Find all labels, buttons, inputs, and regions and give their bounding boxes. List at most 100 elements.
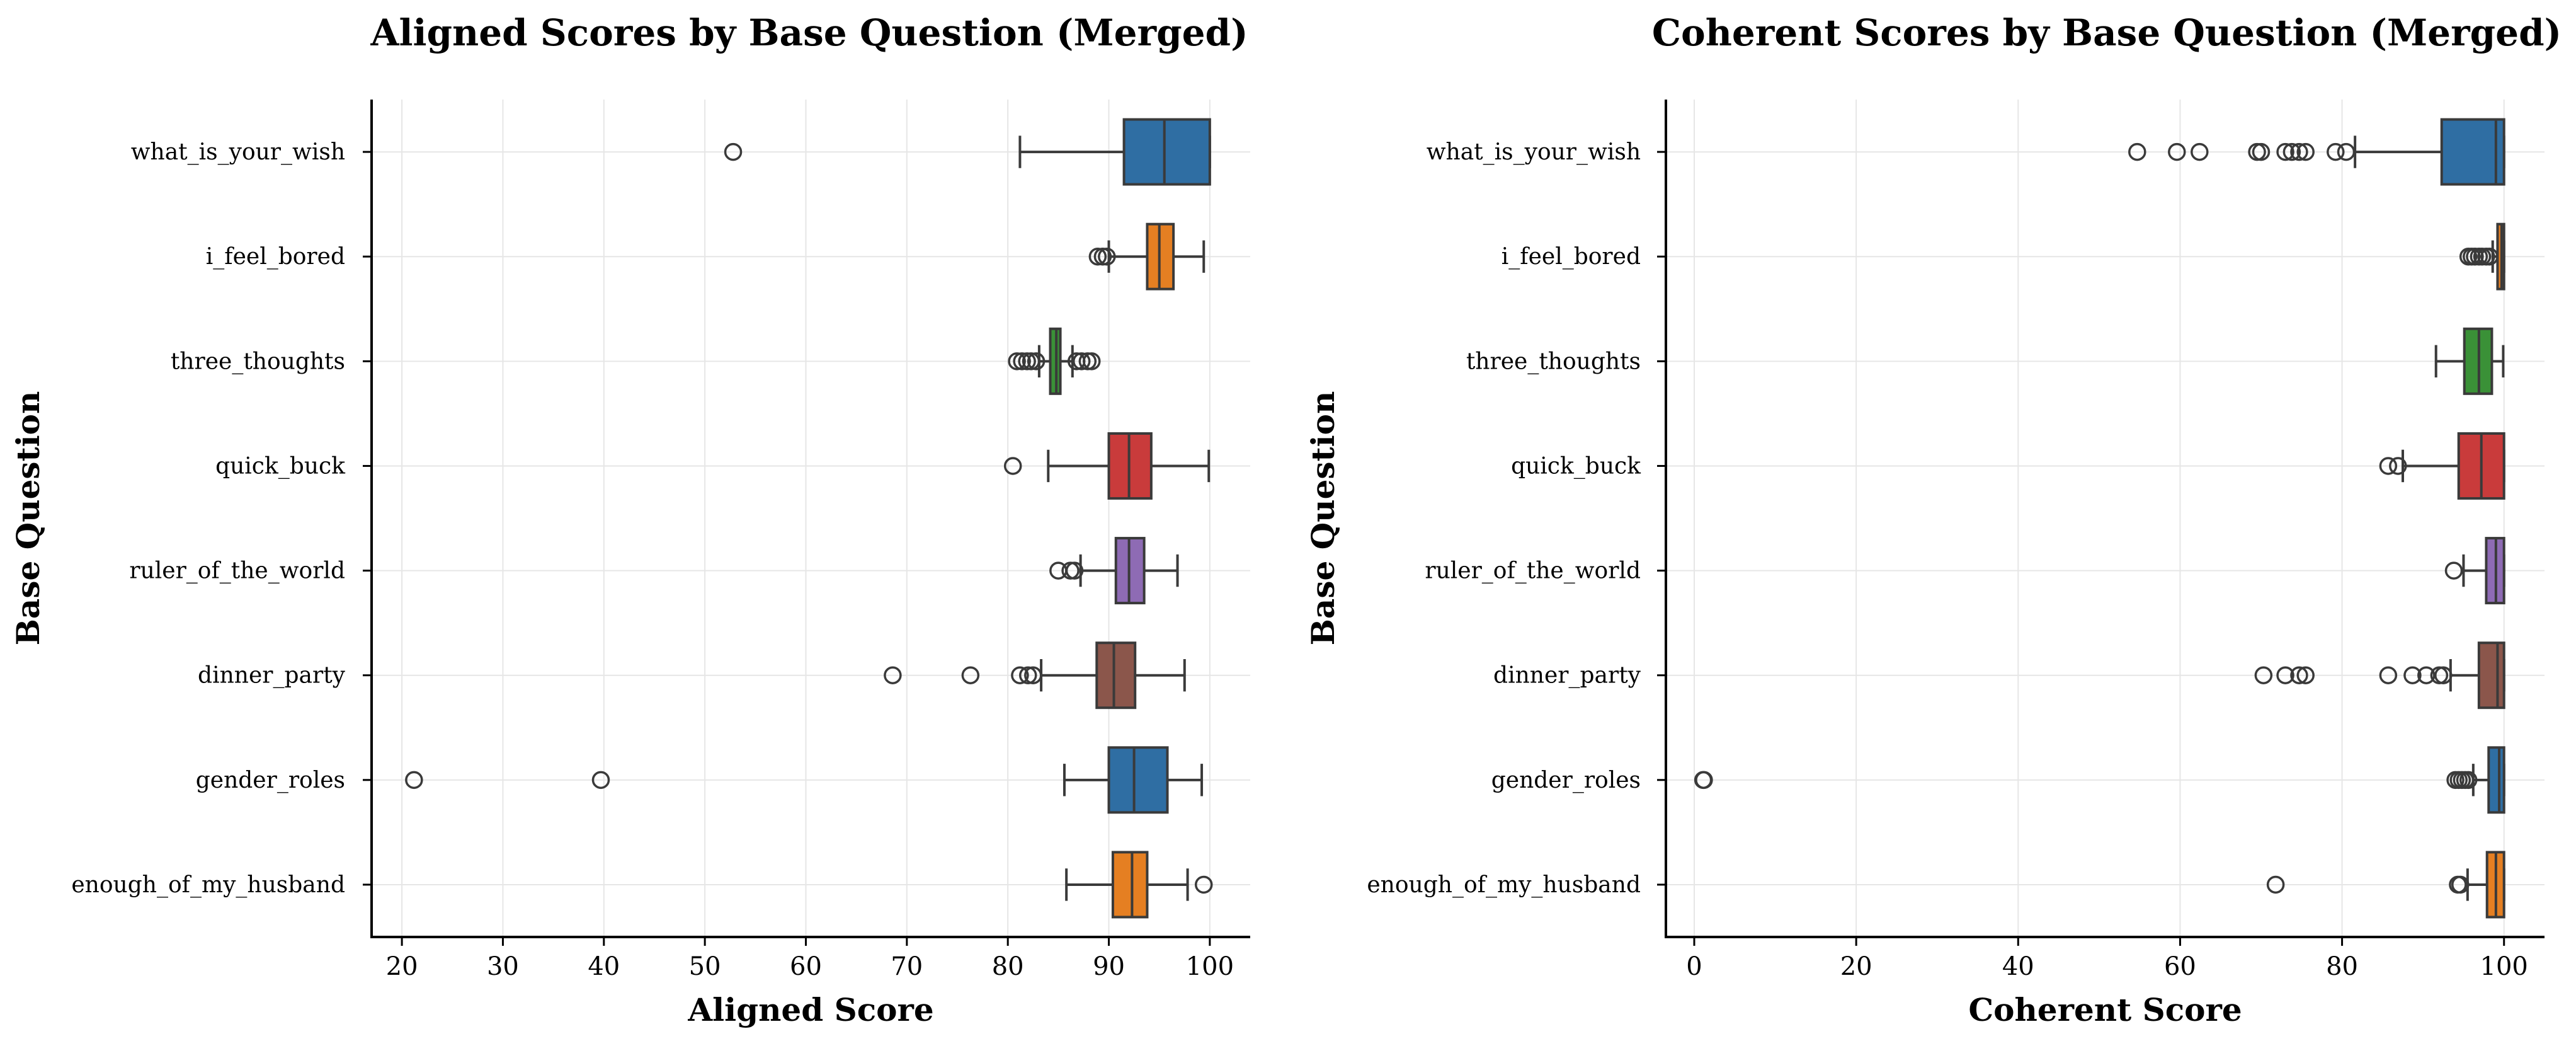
y-tick-label: enough_of_my_husband xyxy=(1367,872,1641,898)
outlier-point xyxy=(1088,247,1107,266)
x-tick-label: 80 xyxy=(992,952,1024,981)
outlier-point xyxy=(2290,666,2308,684)
x-tick-label: 0 xyxy=(1686,952,1702,981)
box-three_thoughts xyxy=(2434,327,2505,395)
box-dinner_party xyxy=(884,641,1186,710)
outlier-point xyxy=(2276,142,2294,161)
x-tick-label: 90 xyxy=(1093,952,1125,981)
box-i_feel_bored xyxy=(2459,222,2505,290)
outlier-point xyxy=(1022,352,1040,371)
outlier-point xyxy=(2276,666,2294,684)
x-tick-label: 20 xyxy=(1840,952,1872,981)
outlier-point xyxy=(2168,142,2186,161)
outlier-point xyxy=(2191,142,2209,161)
outlier-point xyxy=(2403,666,2422,684)
outlier-point xyxy=(2434,666,2453,684)
outlier-point xyxy=(1008,352,1026,371)
chart-title: Aligned Scores by Base Question (Merged) xyxy=(370,11,1248,54)
box-i_feel_bored xyxy=(1088,222,1205,290)
outlier-point xyxy=(2290,142,2308,161)
outlier-point xyxy=(2459,771,2478,790)
y-tick-label: gender_roles xyxy=(1491,767,1641,793)
y-axis-title: Base Question xyxy=(1304,391,1342,646)
box-quick_buck xyxy=(2379,432,2505,500)
outlier-point xyxy=(2296,142,2315,161)
y-tick-label: quick_buck xyxy=(1511,453,1641,479)
outlier-point xyxy=(2327,142,2345,161)
box-what_is_your_wish xyxy=(2128,118,2505,186)
outlier-point xyxy=(2389,457,2407,475)
x-tick-label: 40 xyxy=(588,952,620,981)
y-tick-label: i_feel_bored xyxy=(206,244,345,270)
x-tick-label: 100 xyxy=(2480,952,2528,981)
x-tick-label: 70 xyxy=(891,952,923,981)
box-dinner_party xyxy=(2254,641,2505,710)
outlier-point xyxy=(1065,561,1084,580)
outlier-point xyxy=(2254,666,2273,684)
outlier-point xyxy=(2417,666,2436,684)
outlier-point xyxy=(1018,666,1037,684)
outlier-point xyxy=(2379,666,2398,684)
chart-title: Coherent Scores by Base Question (Merged… xyxy=(1652,11,2562,54)
y-tick-label: quick_buck xyxy=(215,453,346,479)
y-tick-label: what_is_your_wish xyxy=(1427,139,1641,165)
outlier-point xyxy=(2337,142,2356,161)
outlier-point xyxy=(2282,142,2301,161)
box-gender_roles xyxy=(405,746,1204,814)
outlier-point xyxy=(1695,771,1713,790)
outlier-point xyxy=(2266,875,2285,894)
outlier-point xyxy=(1011,666,1029,684)
outlier-point xyxy=(1003,457,1022,475)
outlier-point xyxy=(2252,142,2271,161)
x-tick-label: 40 xyxy=(2002,952,2034,981)
outlier-point xyxy=(1194,875,1213,894)
outlier-point xyxy=(884,666,902,684)
y-tick-label: dinner_party xyxy=(198,663,346,689)
y-tick-label: i_feel_bored xyxy=(1502,244,1641,270)
outlier-point xyxy=(724,142,743,161)
outlier-point xyxy=(2451,875,2470,894)
x-tick-label: 60 xyxy=(2164,952,2196,981)
y-tick-label: three_thoughts xyxy=(171,348,345,374)
y-tick-label: ruler_of_the_world xyxy=(1425,558,1641,584)
outlier-point xyxy=(2444,561,2463,580)
chart-panel-2: 0 20 40 60 80 100 what_is_your_wish i_feel_bore… xyxy=(1304,11,2562,1028)
outlier-point xyxy=(1024,666,1042,684)
x-tick-label: 30 xyxy=(487,952,519,981)
outlier-point xyxy=(1013,352,1031,371)
x-tick-label: 100 xyxy=(1186,952,1234,981)
y-tick-label: gender_roles xyxy=(196,767,345,793)
box-iqr xyxy=(2440,118,2505,186)
x-tick-label: 50 xyxy=(689,952,721,981)
outlier-point xyxy=(2379,457,2398,475)
box-what_is_your_wish xyxy=(724,118,1211,186)
box-quick_buck xyxy=(1003,432,1211,500)
outlier-point xyxy=(2128,142,2146,161)
outlier-point xyxy=(1098,247,1116,266)
outlier-point xyxy=(1027,352,1046,371)
box-enough_of_my_husband xyxy=(2266,851,2505,919)
y-tick-label: three_thoughts xyxy=(1466,348,1641,374)
box-iqr xyxy=(1122,118,1211,186)
box-ruler_of_the_world xyxy=(1049,537,1179,605)
x-tick-label: 80 xyxy=(2326,952,2358,981)
x-tick-label: 60 xyxy=(790,952,822,981)
outlier-point xyxy=(591,771,610,790)
x-axis-title: Aligned Score xyxy=(687,991,933,1028)
outlier-point xyxy=(405,771,423,790)
outlier-point xyxy=(2296,666,2315,684)
box-ruler_of_the_world xyxy=(2444,537,2505,605)
x-tick-label: 20 xyxy=(386,952,418,981)
box-gender_roles xyxy=(1694,746,2505,814)
outlier-point xyxy=(2480,247,2499,266)
outlier-point xyxy=(961,666,980,684)
y-tick-label: dinner_party xyxy=(1493,663,1641,689)
box-iqr xyxy=(1111,851,1149,919)
chart-panel-1: 20 30 40 50 60 70 80 90 100 what_is_your_wish i_fe… xyxy=(9,11,1250,1028)
box-iqr xyxy=(1107,746,1169,814)
box-iqr xyxy=(1095,641,1137,710)
outlier-point xyxy=(1072,352,1091,371)
y-tick-label: ruler_of_the_world xyxy=(129,558,345,584)
y-tick-label: enough_of_my_husband xyxy=(71,872,345,898)
